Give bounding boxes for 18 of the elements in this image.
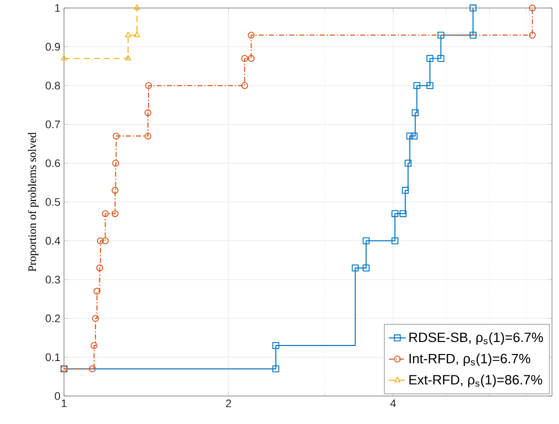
y-axis-title: Proportion of problems solved <box>28 132 38 272</box>
x-tick-label: 1 <box>62 400 67 408</box>
legend-label: RDSE-SB, ρ$_{s}$(1)=6.7% <box>409 332 543 345</box>
y-tick-label: 0.8 <box>46 82 60 90</box>
y-tick-label: 0.1 <box>46 353 60 362</box>
y-tick-label: 0.2 <box>46 314 60 322</box>
legend-label: Ext-RFD, ρ$_{s}$(1)=86.7% <box>409 374 542 388</box>
y-tick-label: 1 <box>55 4 60 12</box>
y-tick-label: 0.5 <box>46 198 60 206</box>
y-tick-label: 0.7 <box>46 120 60 128</box>
legend-label: Int-RFD, ρ$_{s}$(1)=6.7% <box>410 353 530 366</box>
y-tick-label: 0.4 <box>46 236 60 245</box>
x-tick-label: 2 <box>226 400 232 408</box>
y-tick-label: 0 <box>54 392 60 400</box>
y-tick-label: 0.3 <box>46 276 60 284</box>
y-tick-label: 0.9 <box>46 42 60 51</box>
x-tick-label: 4 <box>390 400 396 408</box>
y-tick-label: 0.6 <box>46 159 60 168</box>
